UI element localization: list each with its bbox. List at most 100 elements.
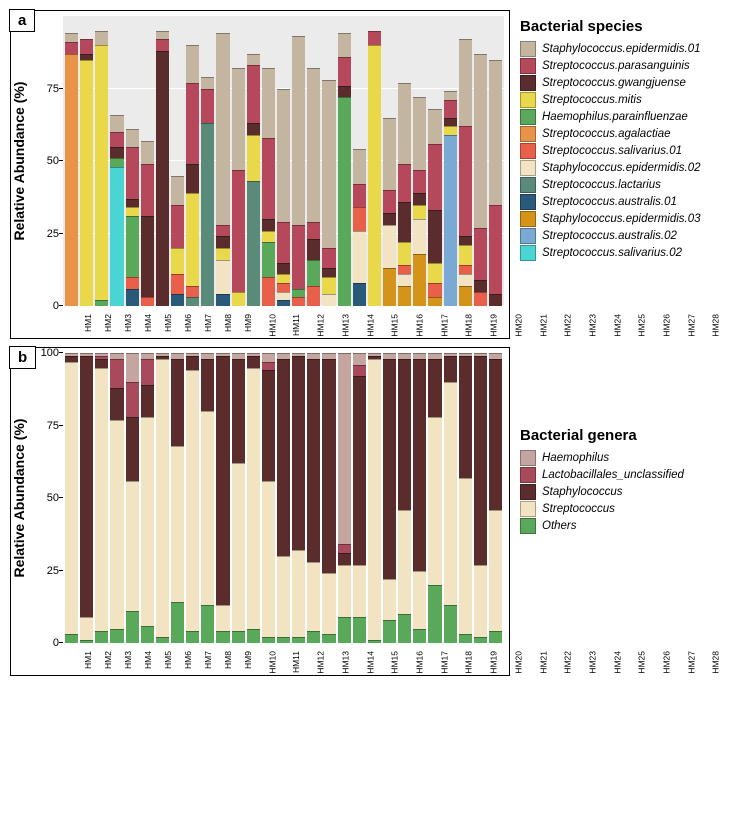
bar-column [322,16,335,306]
bar-segment [126,417,139,481]
bar-segment [216,294,229,306]
legend-label: Lactobacillales_unclassified [542,469,684,481]
bar-segment [474,280,487,292]
legend-label: Staphylococcus.epidermidis.01 [542,43,701,55]
panel-b-legend: Bacterial genera HaemophilusLactobacilla… [520,347,720,535]
bar-segment [398,274,411,286]
bar-segment [489,510,502,632]
legend-label: Haemophilus.parainfluenzae [542,111,688,123]
bar-segment [201,123,214,306]
bar-segment [262,637,275,643]
legend-item: Streptococcus.australis.01 [520,194,720,210]
y-tick: 100 [41,347,63,359]
bar-segment [126,289,139,306]
bar-segment [398,83,411,164]
bar-segment [171,176,184,205]
bar-segment [307,68,320,222]
legend-item: Haemophilus.parainfluenzae [520,109,720,125]
bar-segment [338,97,351,306]
bar-segment [110,132,123,147]
bar-column [141,353,154,643]
bar-segment [307,222,320,239]
legend-label: Haemophilus [542,452,609,464]
bar-segment [353,231,366,283]
bar-segment [428,417,441,585]
bar-column [277,16,290,306]
bar-segment [277,292,290,301]
legend-swatch [520,92,536,108]
bar-segment [65,33,78,42]
bar-segment [413,629,426,644]
bar-segment [171,274,184,294]
bar-segment [186,370,199,631]
legend-item: Staphylococcus [520,484,720,500]
legend-swatch [520,518,536,534]
bar-segment [444,100,457,117]
bar-segment [322,248,335,268]
bar-segment [232,359,245,463]
bar-segment [474,292,487,307]
legend-label: Streptococcus [542,503,615,515]
bar-segment [277,300,290,306]
bar-column [216,353,229,643]
bar-segment [474,228,487,280]
bar-segment [353,565,366,617]
bar-column [216,16,229,306]
bar-column [232,353,245,643]
bar-segment [444,605,457,643]
bar-column [141,16,154,306]
bar-segment [186,356,199,371]
bar-segment [383,359,396,579]
bar-segment [232,292,245,307]
bar-segment [398,286,411,306]
bar-segment [216,248,229,260]
bar-segment [383,579,396,620]
y-tick: 75 [47,83,63,95]
bar-column [338,16,351,306]
bar-segment [156,31,169,40]
bar-segment [126,207,139,216]
panel-a-row: a Relative Abundance (%) 0255075 HM1HM2H… [10,10,723,339]
bar-segment [322,573,335,634]
bar-segment [489,205,502,295]
bar-segment [262,231,275,243]
bar-segment [232,170,245,292]
bar-segment [156,39,169,51]
bar-segment [186,164,199,193]
bar-segment [413,571,426,629]
bar-segment [126,216,139,277]
bar-segment [444,382,457,605]
bar-segment [428,263,441,283]
bar-column [232,16,245,306]
bar-segment [186,631,199,643]
bar-segment [459,39,472,126]
bar-segment [95,359,108,368]
panel-a-ylabel: Relative Abundance (%) [11,82,27,241]
bar-segment [216,260,229,295]
bar-segment [126,611,139,643]
figure: a Relative Abundance (%) 0255075 HM1HM2H… [10,10,723,676]
bar-column [186,16,199,306]
bar-segment [428,144,441,211]
legend-swatch [520,75,536,91]
bar-segment [126,199,139,208]
legend-item: Streptococcus.mitis [520,92,720,108]
bar-segment [277,556,290,637]
legend-label: Streptococcus.gwangjuense [542,77,686,89]
bar-segment [383,225,396,269]
bar-segment [216,605,229,631]
bar-segment [216,631,229,643]
bar-segment [338,33,351,56]
bar-segment [307,286,320,306]
bar-segment [201,77,214,89]
bar-segment [474,637,487,643]
bar-segment [413,219,426,254]
bar-column [428,353,441,643]
bar-segment [322,359,335,574]
bar-segment [110,359,123,388]
bar-segment [156,51,169,306]
bar-segment [368,31,381,46]
bar-column [292,16,305,306]
bar-segment [95,45,108,300]
bar-segment [307,260,320,286]
